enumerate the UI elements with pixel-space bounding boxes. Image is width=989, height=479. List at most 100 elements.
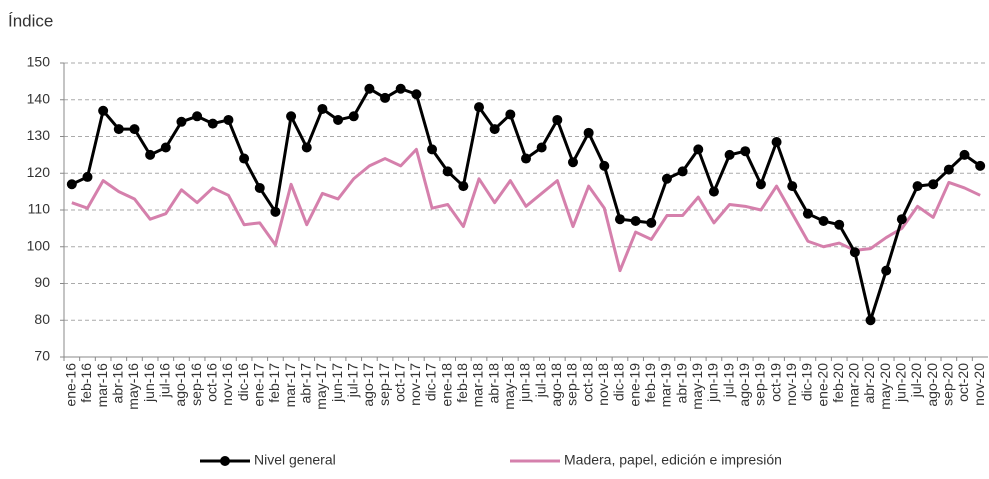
x-tick-label: sep-19	[752, 363, 768, 406]
point	[661, 173, 672, 184]
x-tick-label: ene-18	[438, 363, 454, 407]
point	[223, 114, 234, 125]
x-tick-label: ago-17	[360, 363, 376, 407]
x-tick-label: feb-16	[78, 363, 94, 403]
point	[442, 166, 453, 177]
point	[270, 206, 281, 217]
x-tick-label: abr-18	[485, 363, 501, 404]
y-tick-label: 110	[28, 201, 51, 217]
point	[630, 216, 641, 227]
x-tick-label: jul-16	[156, 363, 172, 398]
point	[98, 105, 109, 116]
point	[552, 114, 563, 125]
x-tick-label: nov-18	[595, 363, 611, 406]
x-tick-label: abr-16	[110, 363, 126, 404]
series-line	[71, 147, 981, 273]
y-tick-label: 90	[34, 274, 50, 290]
point	[881, 265, 892, 276]
x-tick-label: may-18	[501, 363, 517, 410]
x-tick-label: abr-17	[297, 363, 313, 404]
x-tick-label: sep-20	[940, 363, 956, 406]
x-tick-label: ago-18	[548, 363, 564, 407]
x-tick-label: dic-16	[235, 363, 251, 401]
point	[207, 118, 218, 129]
point	[787, 181, 798, 192]
x-tick-label: ene-16	[63, 363, 79, 407]
point	[928, 179, 939, 190]
point	[474, 102, 485, 113]
y-tick-label: 70	[34, 348, 50, 364]
point	[176, 116, 187, 127]
legend-label: Madera, papel, edición e impresión	[564, 452, 782, 468]
x-tick-label: mar-16	[94, 363, 110, 408]
x-tick-label: oct-18	[579, 363, 595, 402]
x-tick-label: ago-20	[924, 363, 940, 407]
point	[192, 111, 203, 122]
y-tick-label: 120	[27, 164, 51, 180]
point	[348, 111, 359, 122]
x-tick-label: jun-19	[705, 363, 721, 403]
point	[740, 146, 751, 157]
point	[975, 160, 986, 171]
point	[317, 103, 328, 114]
x-tick-label: oct-20	[955, 363, 971, 402]
point	[129, 124, 140, 135]
x-tick-label: nov-17	[407, 363, 423, 406]
x-tick-label: dic-19	[799, 363, 815, 401]
point	[411, 89, 422, 100]
x-tick-label: mar-18	[470, 363, 486, 408]
point	[724, 149, 735, 160]
x-tick-label: jul-20	[908, 363, 924, 398]
point	[66, 179, 77, 190]
x-tick-label: sep-18	[564, 363, 580, 406]
point	[239, 153, 250, 164]
point	[113, 124, 124, 135]
point	[583, 127, 594, 138]
x-tick-label: feb-17	[266, 363, 282, 403]
point	[677, 166, 688, 177]
x-tick-label: abr-20	[861, 363, 877, 404]
point	[896, 214, 907, 225]
point	[254, 182, 265, 193]
point	[505, 109, 516, 120]
point	[380, 92, 391, 103]
point	[802, 208, 813, 219]
point	[489, 124, 500, 135]
legend-label: Nivel general	[254, 452, 336, 468]
point	[145, 149, 156, 160]
point	[865, 315, 876, 326]
x-tick-label: feb-18	[454, 363, 470, 403]
point	[333, 114, 344, 125]
x-tick-label: oct-16	[203, 363, 219, 402]
x-tick-label: mar-19	[658, 363, 674, 408]
x-tick-label: feb-19	[642, 363, 658, 403]
point	[364, 83, 375, 94]
y-tick-label: 150	[27, 54, 51, 70]
x-tick-label: oct-17	[391, 363, 407, 402]
point	[427, 144, 438, 155]
point	[708, 186, 719, 197]
point	[818, 216, 829, 227]
point	[959, 149, 970, 160]
x-tick-label: oct-19	[767, 363, 783, 402]
point	[301, 142, 312, 153]
point	[521, 153, 531, 164]
x-tick-label: ago-16	[172, 363, 188, 407]
point	[755, 179, 766, 190]
x-tick-label: may-17	[313, 363, 329, 410]
x-tick-label: ene-19	[626, 363, 642, 407]
x-tick-label: dic-17	[423, 363, 439, 401]
point	[771, 137, 782, 148]
x-tick-label: abr-19	[673, 363, 689, 404]
x-tick-label: ene-17	[250, 363, 266, 407]
x-tick-label: jun-20	[893, 363, 909, 403]
x-tick-label: may-19	[689, 363, 705, 410]
point	[395, 83, 406, 94]
x-tick-label: ene-20	[814, 363, 830, 407]
y-tick-label: 100	[27, 237, 51, 253]
point	[614, 214, 625, 225]
point	[599, 160, 610, 171]
point	[646, 217, 657, 228]
x-tick-label: jul-17	[344, 363, 360, 398]
